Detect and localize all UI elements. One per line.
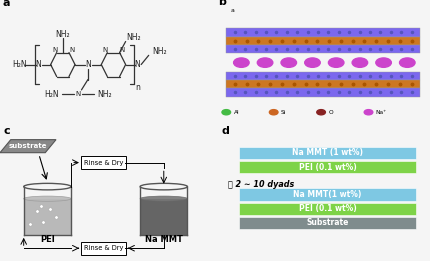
Text: n: n [135, 83, 139, 92]
Text: N: N [75, 91, 81, 97]
Text: NH₂: NH₂ [98, 90, 112, 99]
Text: N: N [102, 46, 108, 52]
Text: N: N [69, 46, 74, 52]
FancyBboxPatch shape [81, 156, 126, 169]
Circle shape [351, 58, 367, 67]
Ellipse shape [140, 196, 187, 201]
Ellipse shape [24, 196, 71, 201]
Text: Na MMT(1 wt%): Na MMT(1 wt%) [293, 190, 361, 199]
Text: a: a [230, 8, 234, 13]
Text: PEI (0.1 wt%): PEI (0.1 wt%) [298, 163, 356, 171]
Text: substrate: substrate [9, 143, 47, 149]
Text: ⦗ 2 ∼ 10 dyads: ⦗ 2 ∼ 10 dyads [228, 180, 294, 188]
Bar [226, 45, 419, 53]
Bar [239, 203, 415, 215]
Text: Na MMT: Na MMT [144, 235, 182, 244]
Circle shape [269, 110, 277, 115]
Circle shape [304, 58, 319, 67]
Text: Rinse & Dry: Rinse & Dry [83, 160, 123, 165]
Polygon shape [0, 140, 56, 153]
Circle shape [316, 110, 325, 115]
Circle shape [328, 58, 343, 67]
Circle shape [221, 110, 230, 115]
Text: H₂N: H₂N [44, 90, 58, 99]
Text: Substrate: Substrate [306, 218, 348, 227]
Bar [226, 88, 419, 97]
Polygon shape [140, 199, 187, 235]
Circle shape [399, 58, 414, 67]
Text: O: O [328, 110, 332, 115]
Bar [239, 147, 415, 159]
Bar [226, 72, 419, 80]
Text: Na MMT (1 wt%): Na MMT (1 wt%) [292, 149, 362, 157]
Text: Si: Si [280, 110, 286, 115]
Text: NH₂: NH₂ [55, 29, 70, 39]
Text: N: N [119, 46, 125, 52]
Text: N: N [35, 60, 41, 69]
Text: PEI: PEI [40, 235, 55, 244]
Text: N: N [52, 46, 57, 52]
Text: Na⁺: Na⁺ [375, 110, 386, 115]
Text: b: b [217, 0, 225, 7]
Text: Rinse & Dry: Rinse & Dry [83, 245, 123, 251]
Circle shape [233, 58, 249, 67]
Bar [239, 188, 415, 201]
Text: NH₂: NH₂ [152, 48, 166, 56]
FancyBboxPatch shape [81, 242, 126, 255]
Bar [239, 217, 415, 229]
Bar [226, 37, 419, 45]
Text: a: a [2, 0, 9, 8]
Circle shape [280, 58, 296, 67]
Bar [226, 28, 419, 37]
Text: PEI (0.1 wt%): PEI (0.1 wt%) [298, 204, 356, 213]
Circle shape [257, 58, 272, 67]
Text: N: N [134, 60, 140, 69]
Circle shape [375, 58, 390, 67]
Text: H₂N: H₂N [12, 60, 26, 69]
Polygon shape [24, 199, 71, 235]
Text: NH₂: NH₂ [126, 33, 141, 42]
Text: Al: Al [233, 110, 239, 115]
Text: d: d [221, 126, 229, 137]
Bar [239, 161, 415, 173]
Text: N: N [85, 60, 91, 69]
Text: c: c [3, 126, 10, 137]
Circle shape [363, 110, 372, 115]
Bar [226, 80, 419, 88]
